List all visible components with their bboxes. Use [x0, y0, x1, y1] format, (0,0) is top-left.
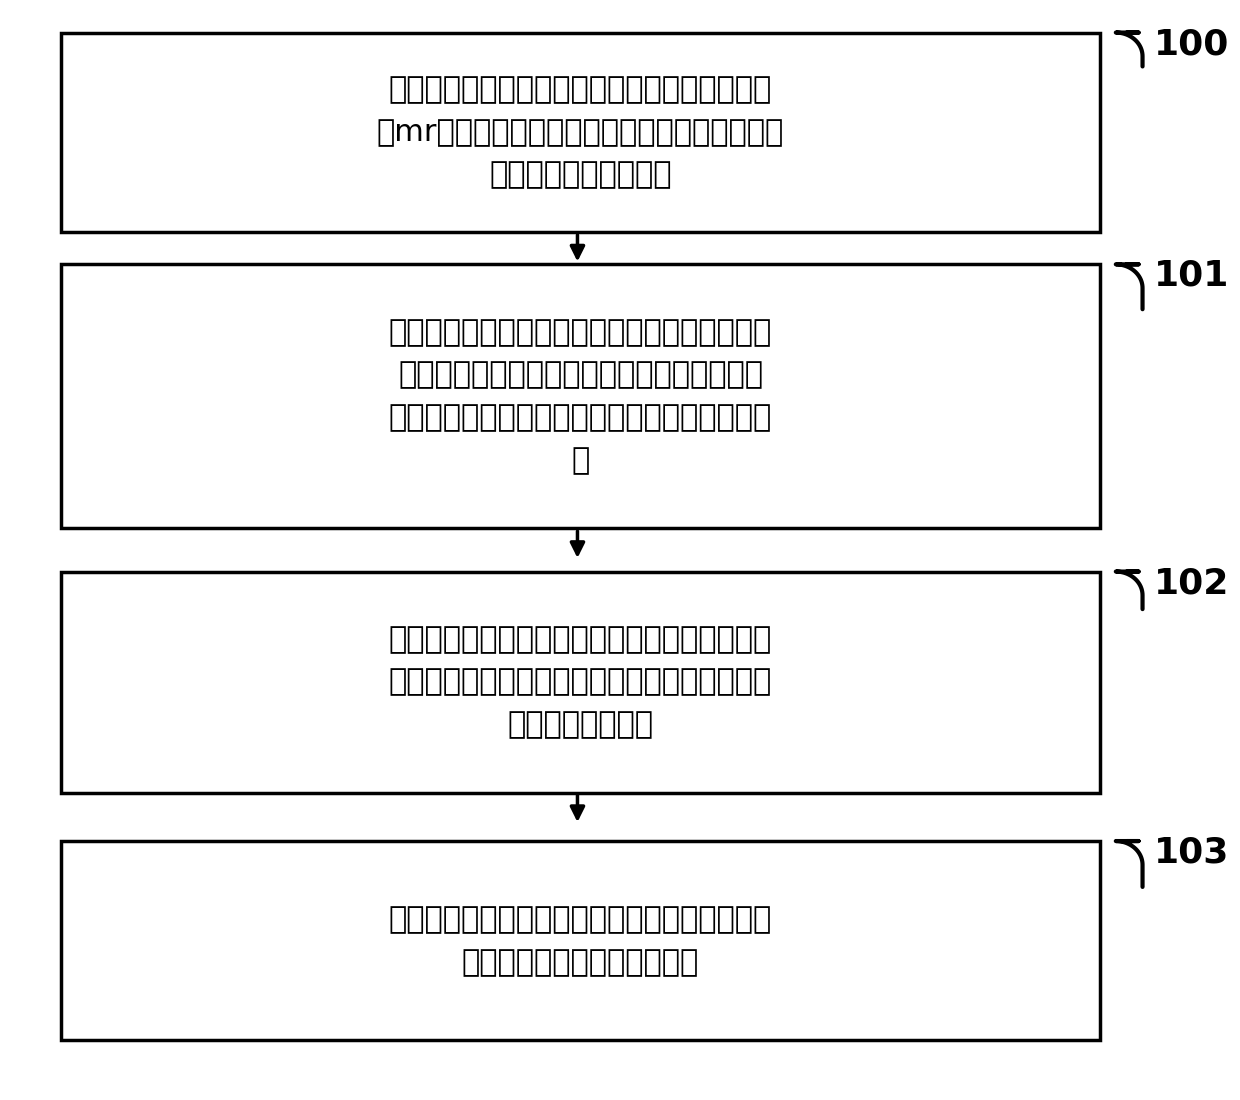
Text: 101: 101 — [1153, 258, 1229, 293]
Text: 102: 102 — [1153, 566, 1229, 601]
Text: 根据确定的所述方位角、所述下倾角和所述波瓣
宽度调整所述小区对应的天线: 根据确定的所述方位角、所述下倾角和所述波瓣 宽度调整所述小区对应的天线 — [389, 905, 773, 977]
FancyBboxPatch shape — [61, 264, 1100, 528]
Text: 针对小区中的任意一个终端，根据所述终端上报
的mr信息数据，确定所述终端的采样位置和所述
采样位置上的采样次数: 针对小区中的任意一个终端，根据所述终端上报 的mr信息数据，确定所述终端的采样位… — [377, 75, 784, 189]
Text: 根据所述小区中的终端数目、所述小区中至少一
个终端的采样位置和所述采样位置上的采样次
数，确定所述小区的波瓣宽度和所述小区的方位
角: 根据所述小区中的终端数目、所述小区中至少一 个终端的采样位置和所述采样位置上的采… — [389, 318, 773, 475]
FancyBboxPatch shape — [61, 842, 1100, 1041]
Text: 根据小区所属的基站的位置和高度、相邻小区所
属的基站的位置和高度以及确定的波瓣宽度确定
所述小区的下倾角: 根据小区所属的基站的位置和高度、相邻小区所 属的基站的位置和高度以及确定的波瓣宽… — [389, 625, 773, 739]
Text: 103: 103 — [1153, 836, 1229, 870]
Text: 100: 100 — [1153, 28, 1229, 62]
FancyBboxPatch shape — [61, 572, 1100, 792]
FancyBboxPatch shape — [61, 33, 1100, 232]
